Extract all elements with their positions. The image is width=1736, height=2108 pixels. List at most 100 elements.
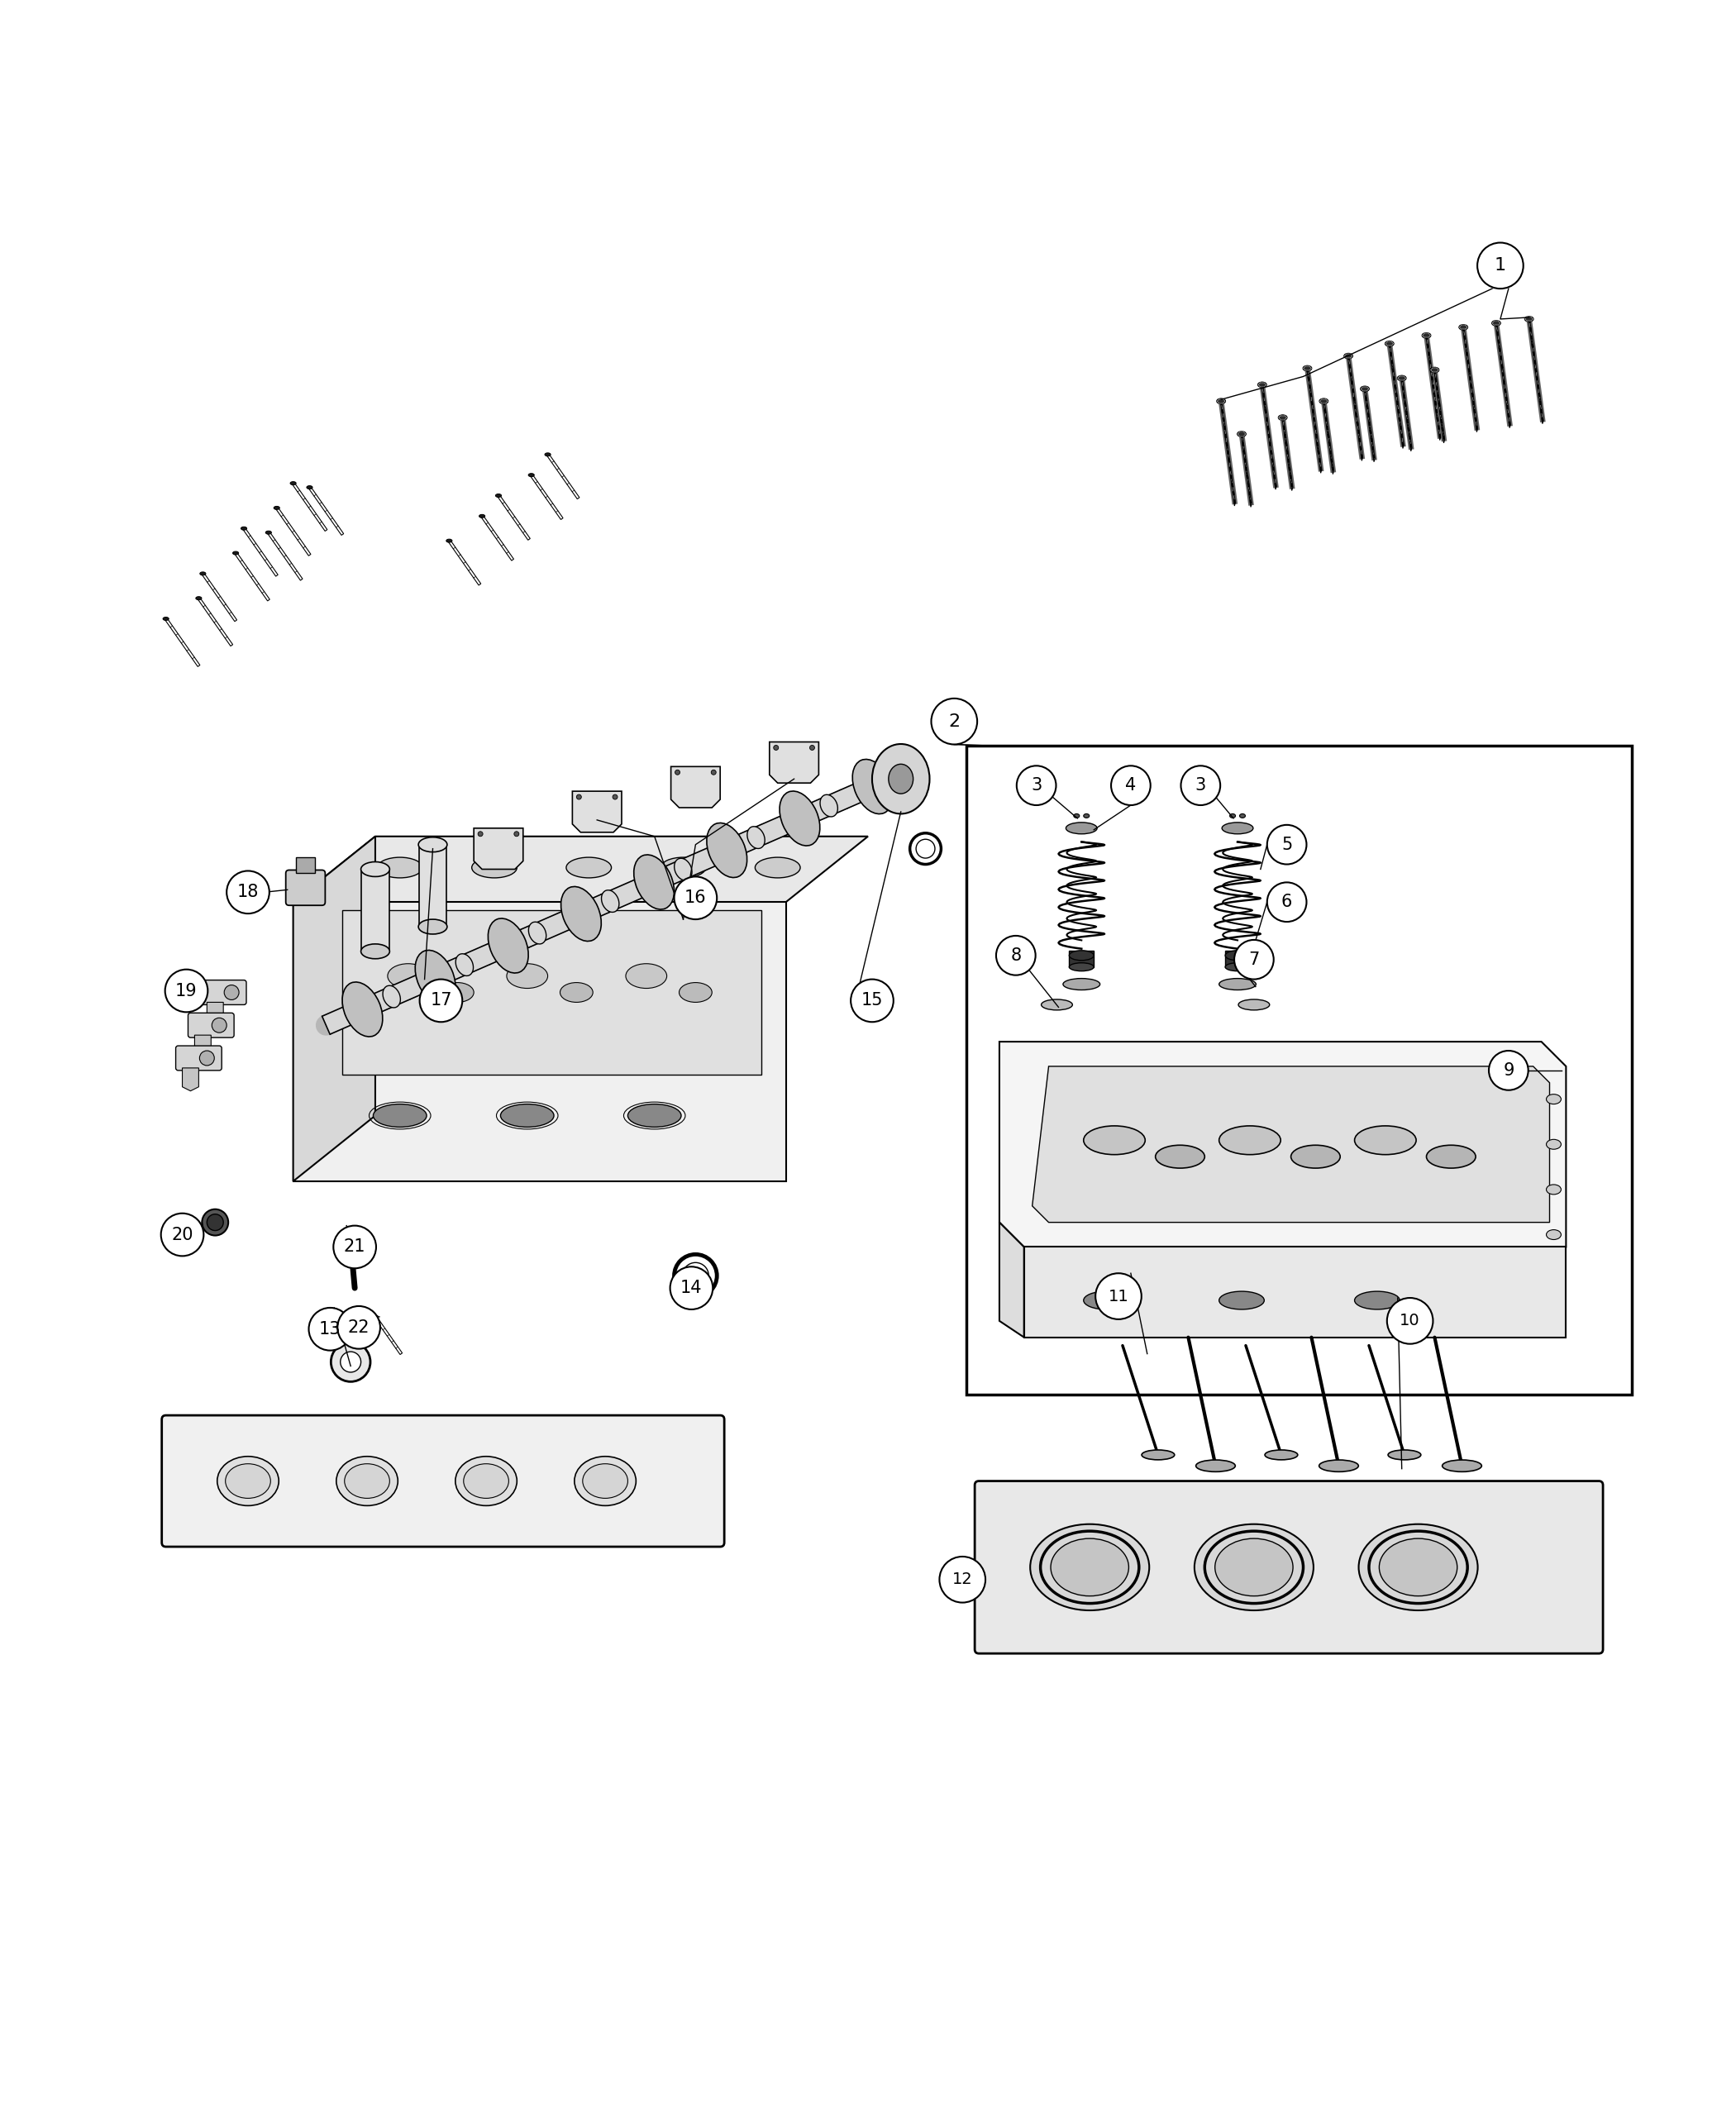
Polygon shape [293, 902, 786, 1180]
Polygon shape [1220, 401, 1236, 506]
Ellipse shape [1083, 814, 1088, 818]
Polygon shape [1364, 388, 1375, 462]
Circle shape [1017, 765, 1055, 805]
Ellipse shape [871, 744, 929, 814]
Ellipse shape [1069, 963, 1094, 972]
Text: 17: 17 [431, 993, 451, 1010]
Ellipse shape [601, 890, 620, 913]
Ellipse shape [712, 769, 715, 776]
Ellipse shape [1278, 415, 1286, 419]
Ellipse shape [1226, 963, 1250, 972]
Text: 5: 5 [1281, 837, 1292, 854]
Text: 7: 7 [1248, 951, 1259, 968]
Ellipse shape [1083, 1292, 1128, 1309]
Polygon shape [267, 531, 302, 580]
Ellipse shape [274, 506, 279, 510]
Ellipse shape [200, 571, 207, 575]
Polygon shape [342, 911, 762, 1075]
Polygon shape [1496, 320, 1510, 428]
Ellipse shape [1222, 822, 1253, 835]
Polygon shape [165, 618, 200, 666]
Circle shape [851, 980, 894, 1022]
Ellipse shape [1217, 398, 1226, 405]
Polygon shape [1389, 341, 1404, 449]
Ellipse shape [1259, 382, 1267, 388]
Ellipse shape [1066, 822, 1097, 835]
Ellipse shape [1443, 1461, 1481, 1471]
Polygon shape [182, 1069, 198, 1092]
Ellipse shape [196, 597, 201, 601]
Ellipse shape [1319, 398, 1328, 405]
Circle shape [333, 1225, 377, 1269]
Ellipse shape [1238, 432, 1246, 436]
Ellipse shape [217, 1457, 279, 1505]
Polygon shape [1434, 369, 1444, 443]
Ellipse shape [575, 1457, 635, 1505]
Ellipse shape [613, 795, 618, 799]
Ellipse shape [464, 1463, 509, 1499]
Polygon shape [198, 597, 233, 645]
Ellipse shape [455, 1457, 517, 1505]
Text: 9: 9 [1503, 1062, 1514, 1079]
Ellipse shape [1304, 365, 1312, 371]
Ellipse shape [1359, 1524, 1477, 1611]
Ellipse shape [1029, 1524, 1149, 1611]
Ellipse shape [488, 919, 528, 974]
Ellipse shape [1547, 1185, 1561, 1195]
Polygon shape [769, 742, 819, 782]
Ellipse shape [674, 858, 693, 881]
Ellipse shape [1458, 325, 1469, 331]
Text: 4: 4 [1125, 778, 1137, 795]
Bar [1069, 951, 1094, 968]
Ellipse shape [1229, 814, 1236, 818]
Circle shape [996, 936, 1036, 976]
Circle shape [1234, 940, 1274, 980]
Ellipse shape [1083, 1126, 1146, 1155]
Ellipse shape [707, 822, 746, 877]
Polygon shape [375, 1315, 403, 1355]
Ellipse shape [1389, 1450, 1420, 1461]
Circle shape [420, 980, 462, 1022]
Polygon shape [201, 573, 236, 622]
Text: 13: 13 [319, 1322, 340, 1336]
Circle shape [1267, 883, 1307, 921]
Circle shape [224, 984, 240, 999]
Polygon shape [1463, 325, 1477, 432]
Polygon shape [1000, 1223, 1024, 1336]
Ellipse shape [1156, 1145, 1205, 1168]
Ellipse shape [1142, 1450, 1175, 1461]
Ellipse shape [545, 453, 550, 455]
Circle shape [1111, 765, 1151, 805]
Ellipse shape [1491, 320, 1500, 327]
Ellipse shape [361, 862, 389, 877]
Circle shape [227, 871, 269, 913]
Ellipse shape [1219, 1292, 1264, 1309]
Circle shape [930, 698, 977, 744]
Ellipse shape [628, 1105, 681, 1128]
Text: 19: 19 [175, 982, 198, 999]
Ellipse shape [746, 826, 766, 850]
Ellipse shape [1196, 1461, 1236, 1471]
Ellipse shape [342, 982, 382, 1037]
Ellipse shape [1073, 814, 1080, 818]
Polygon shape [1529, 318, 1543, 424]
Ellipse shape [1344, 354, 1352, 358]
Ellipse shape [207, 1214, 224, 1231]
Ellipse shape [809, 746, 814, 750]
Ellipse shape [382, 987, 401, 1008]
Ellipse shape [566, 858, 611, 877]
Ellipse shape [779, 790, 819, 845]
Circle shape [337, 1307, 380, 1349]
Ellipse shape [500, 1105, 554, 1128]
Polygon shape [1307, 367, 1321, 472]
Ellipse shape [479, 514, 484, 519]
Text: 18: 18 [238, 883, 259, 900]
Ellipse shape [679, 982, 712, 1001]
Ellipse shape [1427, 1145, 1476, 1168]
FancyBboxPatch shape [974, 1482, 1602, 1653]
Text: 10: 10 [1399, 1313, 1420, 1328]
Text: 2: 2 [948, 713, 960, 729]
Text: 3: 3 [1031, 778, 1042, 795]
Ellipse shape [418, 837, 448, 852]
Ellipse shape [528, 921, 547, 944]
